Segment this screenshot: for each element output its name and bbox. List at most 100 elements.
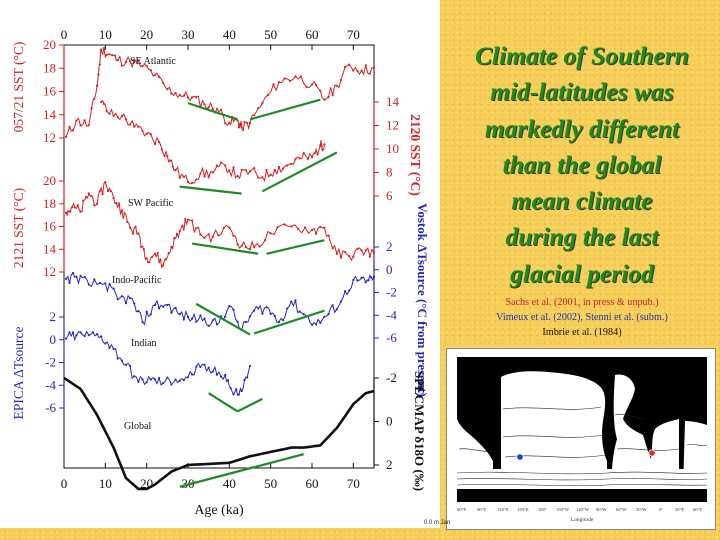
data-point <box>79 210 82 213</box>
data-point <box>109 189 112 193</box>
data-point <box>108 112 111 115</box>
annotation-indian: Indian <box>131 338 157 349</box>
data-point <box>348 254 351 258</box>
y-tick-label-specmap: 0 <box>386 414 393 429</box>
lon-label: 60°E <box>693 507 702 512</box>
data-point <box>170 245 173 249</box>
x-tick-label-top: 60 <box>306 27 319 42</box>
trend-line-5 <box>266 239 325 255</box>
data-point <box>240 168 243 171</box>
x-tick-label-top: 0 <box>61 27 68 42</box>
data-point <box>75 275 78 278</box>
lon-label: 0° <box>659 507 663 512</box>
data-point <box>71 206 74 209</box>
data-point <box>286 164 289 167</box>
data-point <box>331 247 334 250</box>
data-point <box>153 378 157 381</box>
x-tick-label-top: 50 <box>264 27 277 42</box>
data-point <box>186 315 190 319</box>
data-point <box>95 84 99 87</box>
ocean-areas <box>457 371 707 489</box>
data-point <box>116 357 119 360</box>
data-point <box>149 133 152 136</box>
data-point <box>195 365 198 368</box>
data-point <box>87 283 90 286</box>
data-point <box>321 148 325 151</box>
citation-vimeux-stenni: Vimeux et al. (2002), Stenni et al. (sub… <box>496 312 668 323</box>
data-point <box>360 276 363 279</box>
data-point <box>101 193 104 196</box>
data-point <box>191 219 194 222</box>
data-point <box>310 83 314 86</box>
data-point <box>199 172 202 175</box>
data-point <box>164 258 168 261</box>
data-point <box>151 255 154 258</box>
data-point <box>248 315 252 318</box>
data-point <box>181 224 184 227</box>
annotation-global: Global <box>124 421 151 432</box>
data-point <box>203 317 206 320</box>
southern-ocean-band <box>457 469 707 489</box>
data-point <box>97 73 100 76</box>
data-point <box>115 202 118 205</box>
data-point <box>265 168 268 172</box>
data-point <box>90 194 93 198</box>
data-point <box>203 103 206 106</box>
data-point <box>104 282 107 285</box>
data-point <box>137 59 140 62</box>
data-point <box>211 171 214 174</box>
data-point <box>191 317 194 320</box>
data-point <box>83 334 86 338</box>
data-point <box>178 229 181 233</box>
x-tick-label-top: 10 <box>99 27 112 42</box>
data-point <box>162 381 165 385</box>
data-point <box>335 308 338 311</box>
data-point <box>149 378 152 381</box>
data-point <box>265 306 268 309</box>
data-point <box>368 255 371 258</box>
data-point <box>277 320 281 324</box>
lon-label: 120°E <box>497 507 509 512</box>
lon-label: 120°W <box>576 507 590 512</box>
data-point <box>100 100 103 104</box>
data-point <box>120 115 123 118</box>
title-line: during the last <box>505 222 659 252</box>
data-point <box>269 173 272 176</box>
data-point <box>145 381 148 384</box>
trend-line-4 <box>191 242 259 255</box>
data-point <box>240 244 243 247</box>
data-point <box>288 79 292 82</box>
trend-line-10 <box>179 453 305 488</box>
data-point <box>199 365 202 369</box>
data-point <box>298 157 301 160</box>
data-point <box>315 83 318 87</box>
y-tick-label-sst_057: 16 <box>43 84 57 99</box>
data-point <box>244 320 247 324</box>
data-point <box>319 225 322 229</box>
data-point <box>153 142 157 146</box>
trend-line-3 <box>261 151 338 193</box>
data-point <box>343 290 347 293</box>
data-point <box>240 389 243 393</box>
data-point <box>105 109 108 113</box>
data-point <box>304 226 307 229</box>
x-axis-label: Age (ka) <box>194 503 244 518</box>
atlantic-ocean <box>611 374 679 489</box>
data-point <box>82 199 85 202</box>
y-tick-label-sst_2121: 20 <box>43 173 56 188</box>
trend-lines-layer <box>179 98 338 488</box>
data-point <box>153 303 157 307</box>
data-point <box>320 145 323 148</box>
data-point <box>129 364 132 368</box>
data-point <box>243 120 246 124</box>
data-point <box>372 67 376 70</box>
data-point <box>219 375 223 378</box>
data-point <box>261 312 264 315</box>
data-point <box>137 380 140 383</box>
y-tick-label-vostok: -6 <box>386 330 397 345</box>
data-point <box>174 306 177 309</box>
x-tick-label-bottom: 40 <box>223 476 236 491</box>
data-point <box>69 210 72 213</box>
data-point <box>316 153 319 156</box>
data-point <box>76 204 79 207</box>
